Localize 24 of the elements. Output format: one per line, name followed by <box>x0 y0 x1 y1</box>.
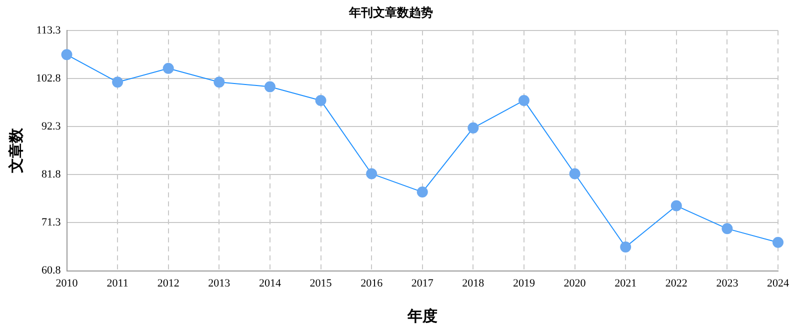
x-tick-label: 2010 <box>56 277 78 290</box>
x-tick-label: 2014 <box>258 277 282 290</box>
x-tick-label: 2023 <box>716 277 739 290</box>
x-tick-label: 2018 <box>462 277 485 290</box>
x-tick-label: 2022 <box>665 277 688 290</box>
y-tick-label: 102.8 <box>36 72 62 84</box>
x-tick-label: 2011 <box>106 277 128 290</box>
x-tick-label: 2015 <box>310 277 332 290</box>
y-tick-label: 71.3 <box>42 216 62 229</box>
y-tick-label: 81.8 <box>42 168 62 181</box>
y-tick-label: 92.3 <box>42 120 62 132</box>
chart-title: 年刊文章数趋势 <box>348 5 433 20</box>
x-tick-label: 2012 <box>157 277 180 290</box>
y-axis-title: 文章数 <box>6 127 25 174</box>
x-tick-label: 2013 <box>208 277 231 290</box>
y-tick-label: 60.8 <box>42 264 62 277</box>
y-tick-label: 113.3 <box>36 24 62 36</box>
x-tick-label: 2019 <box>512 277 536 290</box>
x-axis-title: 年度 <box>406 306 438 325</box>
x-tick-label: 2021 <box>614 277 637 290</box>
x-tick-label: 2016 <box>360 277 384 290</box>
x-tick-label: 2017 <box>411 277 434 290</box>
x-tick-label: 2024 <box>767 277 790 290</box>
x-tick-label: 2020 <box>564 277 586 290</box>
